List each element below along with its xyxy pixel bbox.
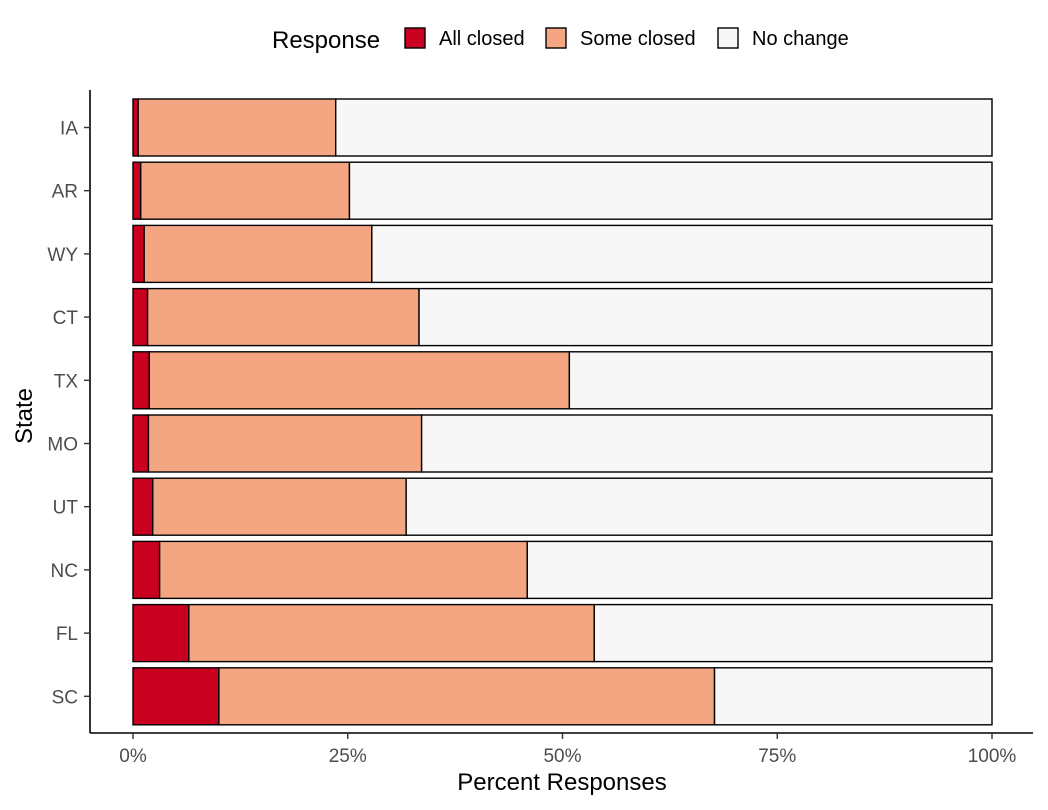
bar-ia-no-change [335,98,993,157]
bar-mo-no-change [420,414,993,473]
bar-nc-some-closed [158,540,528,600]
bar-ut-all-closed [132,477,154,536]
bar-fl-all-closed [132,603,190,663]
legend-title: Response [272,27,380,54]
y-tick-label: WY [47,245,78,266]
legend: Response All closed Some closed No change [272,27,849,54]
bar-ia-some-closed [137,98,337,157]
bar-tx-some-closed [148,351,571,410]
bar-wy-all-closed [132,224,145,284]
bar-ia-all-closed [132,98,139,157]
y-tick-label: SC [52,687,78,708]
legend-key-some-closed [545,27,567,49]
x-tick-label: 75% [758,746,796,767]
bar-ar-some-closed [140,161,351,220]
legend-label: No change [752,28,849,50]
legend-key-no-change [717,27,739,49]
bar-ct-all-closed [132,287,149,347]
bar-sc-no-change [713,667,993,726]
y-tick-label: NC [51,561,78,582]
y-axis-title: State [11,388,38,444]
bar-fl-some-closed [188,603,595,663]
y-tick-label: AR [52,182,78,203]
bar-ar-no-change [348,161,993,220]
x-tick-label: 0% [119,746,147,767]
y-tick-label: TX [54,371,79,392]
bar-ct-no-change [418,287,993,347]
bar-fl-no-change [593,603,993,663]
bar-ut-no-change [405,477,993,536]
legend-key-all-closed [404,27,426,49]
bars-group [132,98,993,726]
x-tick-label: 25% [329,746,367,767]
bar-tx-no-change [568,351,993,410]
bar-ar-all-closed [132,161,142,220]
bar-tx-all-closed [132,351,151,410]
x-axis-title: Percent Responses [457,769,666,796]
bar-nc-all-closed [132,540,161,600]
axes: IA AR WY CT TX MO UT NC FL SC 0% 25% 50% 75% 100% [47,90,1033,767]
bar-ut-some-closed [152,477,407,536]
y-tick-label: UT [53,498,79,519]
bar-ct-some-closed [146,287,420,347]
y-tick-label: IA [60,119,78,140]
y-tick-label: MO [47,435,78,456]
x-tick-label: 50% [543,746,581,767]
bar-sc-some-closed [218,667,716,726]
bar-wy-no-change [371,224,993,284]
bar-wy-some-closed [143,224,373,284]
bar-mo-all-closed [132,414,150,473]
x-tick-label: 100% [968,746,1017,767]
y-tick-label: FL [56,624,78,645]
legend-label: Some closed [580,28,696,50]
y-tick-label: CT [53,308,79,329]
bar-nc-no-change [526,540,993,600]
bar-mo-some-closed [147,414,423,473]
bar-sc-all-closed [132,667,220,726]
legend-label: All closed [439,28,525,50]
x-axis-ticks: 0% 25% 50% 75% 100% [119,733,1016,767]
y-axis-ticks: IA AR WY CT TX MO UT NC FL SC [47,119,90,708]
